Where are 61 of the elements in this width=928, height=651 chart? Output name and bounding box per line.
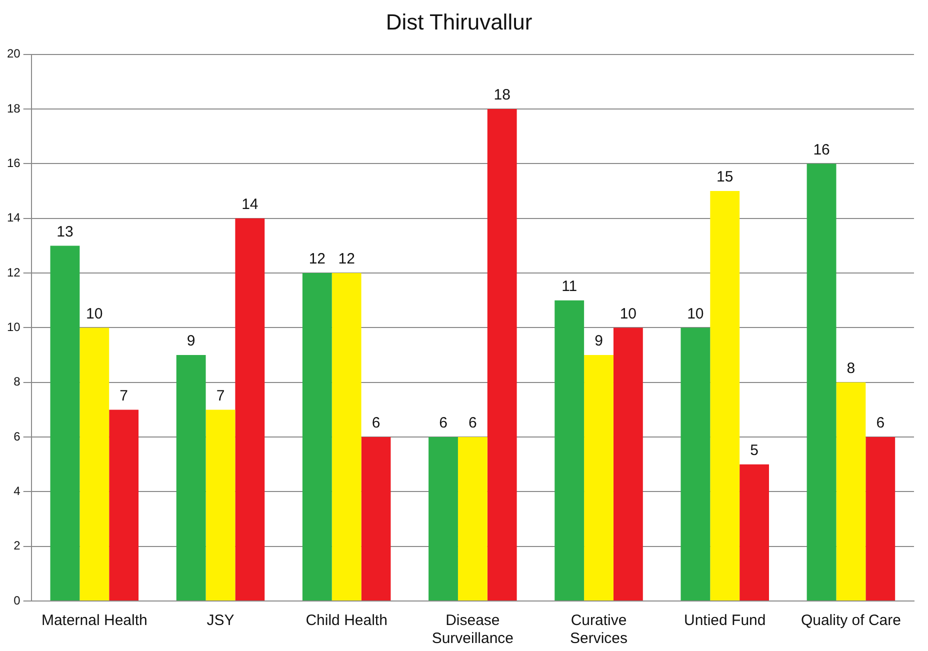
bar <box>361 437 391 600</box>
data-label: 10 <box>620 305 637 322</box>
data-label: 10 <box>86 305 103 322</box>
bar <box>50 246 80 600</box>
bar <box>836 382 866 600</box>
bar <box>866 437 896 600</box>
data-label: 14 <box>242 196 258 214</box>
bar <box>487 109 517 600</box>
bar <box>332 273 362 600</box>
y-tick-label: 8 <box>14 374 21 389</box>
data-label: 5 <box>750 442 758 459</box>
data-label: 15 <box>716 168 734 186</box>
data-label: 13 <box>56 223 74 240</box>
bar <box>806 164 836 600</box>
y-tick-label: 12 <box>6 265 21 280</box>
bar <box>613 328 643 600</box>
bar <box>176 355 206 600</box>
bar <box>302 273 332 600</box>
data-label: 8 <box>846 360 856 377</box>
x-tick-label: Child Health <box>306 612 388 630</box>
chart-title: Dist Thiruvallur <box>386 9 532 34</box>
y-tick-label: 14 <box>6 210 21 225</box>
data-label: 10 <box>687 305 704 322</box>
data-label: 6 <box>468 414 477 432</box>
x-tick-label: Disease Surveillance <box>432 612 514 648</box>
x-tick-label: Untied Fund <box>684 612 766 630</box>
data-label: 18 <box>494 86 510 104</box>
data-label: 9 <box>186 332 196 350</box>
data-label: 7 <box>120 387 128 404</box>
x-tick-label: JSY <box>206 612 234 630</box>
data-label: 11 <box>562 278 578 296</box>
x-tick-label: Curative Services <box>570 612 628 648</box>
bar <box>458 437 488 600</box>
bar <box>80 328 110 600</box>
data-label: 16 <box>813 141 830 158</box>
bar <box>710 191 740 600</box>
bar <box>680 328 710 600</box>
bar <box>206 410 236 600</box>
bar <box>584 355 614 600</box>
bar <box>554 300 584 600</box>
y-tick-label: 2 <box>14 538 21 553</box>
y-tick-label: 20 <box>6 46 21 61</box>
data-label: 12 <box>308 250 326 268</box>
data-label: 9 <box>594 332 603 350</box>
data-label: 12 <box>338 250 355 268</box>
y-tick-label: 16 <box>6 156 21 170</box>
bar <box>740 464 769 600</box>
data-label: 7 <box>216 387 225 404</box>
bar <box>235 218 265 600</box>
data-label: 6 <box>439 414 448 432</box>
data-label: 6 <box>372 414 380 432</box>
data-label: 6 <box>876 414 885 432</box>
x-tick-label: Maternal Health <box>41 612 148 630</box>
bar <box>109 410 139 600</box>
y-tick-label: 10 <box>6 320 21 334</box>
y-tick-label: 4 <box>14 484 21 498</box>
y-tick-label: 0 <box>14 593 21 608</box>
y-tick-label: 6 <box>14 429 21 444</box>
bar <box>428 437 458 600</box>
x-tick-label: Quality of Care <box>800 612 901 630</box>
y-tick-label: 18 <box>6 101 21 116</box>
